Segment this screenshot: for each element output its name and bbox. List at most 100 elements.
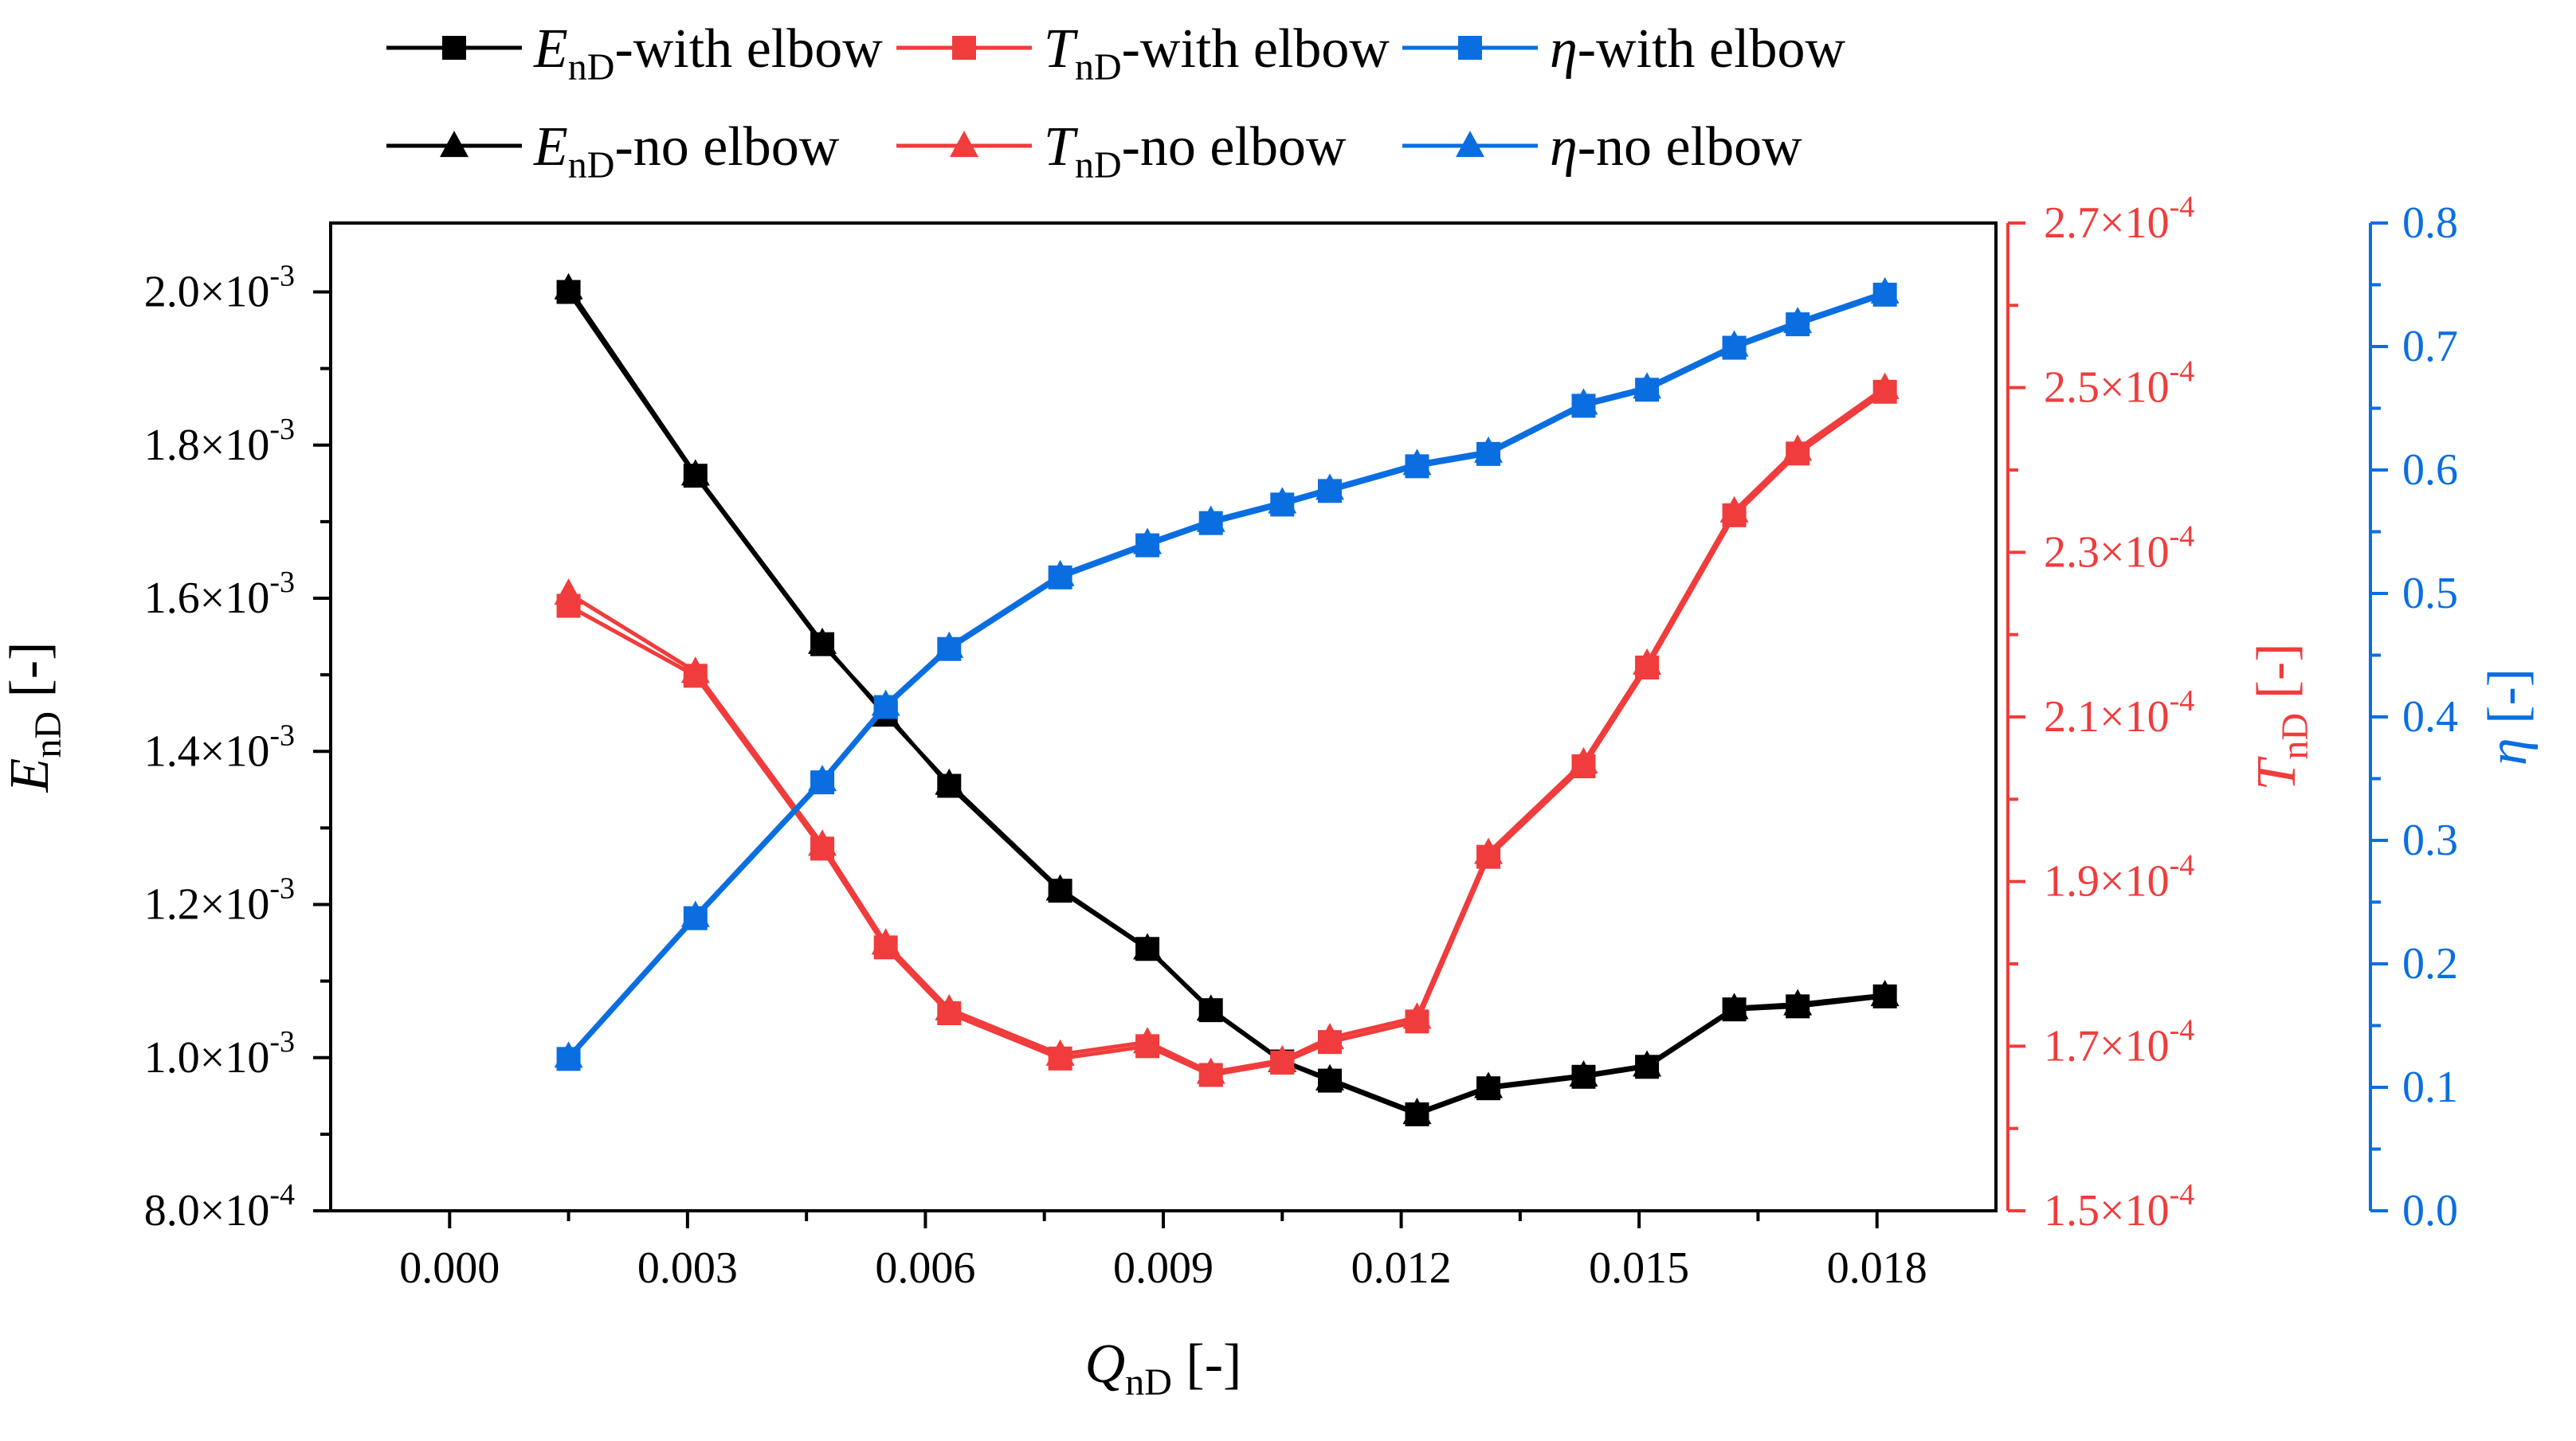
point-enD-no [935,768,964,795]
series-eta-no [554,276,1900,1068]
point-eta-no [1870,276,1900,303]
right2-tick-label: 0.1 [2402,1063,2458,1112]
right1-tick-label: 2.3×10-4 [2044,519,2194,577]
point-eta-no [1569,388,1598,415]
point-tnD-no [554,578,583,605]
point-enD-no [1315,1063,1344,1091]
point-eta-no [1402,448,1432,476]
point-enD-no [554,272,583,300]
legend-item-eta-with: η-with elbow [1402,18,1846,80]
right1-tick-label: 2.1×10-4 [2044,684,2194,742]
series-layer [554,272,1900,1126]
legend-item-tnD-no: TnD-no elbow [896,116,1347,186]
x-tick-label: 0.012 [1351,1243,1452,1293]
series-tnD-no [554,372,1900,1084]
right2-axis-label: η [-] [2477,668,2539,766]
legend-label: TnD-no elbow [1044,116,1347,186]
right2-tick-label: 0.3 [2402,816,2458,865]
point-enD-no [1133,933,1163,960]
right2-tick-label: 0.5 [2402,569,2458,618]
x-tick-label: 0.000 [399,1243,500,1293]
point-enD-no [1569,1059,1598,1087]
series-enD-with [556,280,1897,1126]
point-enD-no [1474,1071,1504,1098]
series-line-eta-with [567,292,1886,1061]
right1-tick-label: 2.5×10-4 [2044,355,2194,413]
point-tnD-no [1633,648,1662,675]
legend: EnD-with elbow TnD-with elbow η-with elbow… [386,18,1846,186]
point-eta-no [808,765,837,792]
x-axis-label: QnD [-] [1085,1333,1242,1404]
series-enD-no [554,272,1900,1125]
point-tnD-no [1402,1002,1432,1029]
series-line-tnD-no [567,386,1887,1075]
x-tick-label: 0.006 [875,1243,975,1293]
point-tnD-no [1783,434,1813,461]
legend-label: η-no elbow [1550,116,1802,178]
left-tick-label: 1.2×10-3 [144,872,295,930]
x-tick-label: 0.015 [1589,1243,1689,1293]
right2-tick-label: 0.7 [2402,322,2458,371]
x-tick-label: 0.009 [1113,1243,1214,1293]
point-tnD-no [1569,746,1598,774]
legend-marker [952,36,976,60]
left-tick-label: 1.4×10-3 [144,719,295,776]
point-tnD-no [1196,1057,1225,1084]
legend-label: EnD-with elbow [533,18,883,88]
point-eta-no [935,631,964,658]
series-line-tnD-with [567,390,1887,1077]
legend-marker [1458,36,1482,60]
point-eta-no [1719,330,1749,357]
point-enD-no [1196,994,1225,1021]
legend-label: EnD-no elbow [533,116,840,186]
series-eta-with [556,282,1897,1071]
legend-marker [950,131,978,158]
right2-tick-label: 0.2 [2402,939,2458,989]
legend-label: η-with elbow [1550,18,1846,80]
left-axis-label: EnD [-] [0,642,69,793]
right1-tick-label: 1.5×10-4 [2044,1178,2194,1235]
left-tick-label: 8.0×10-4 [144,1178,295,1235]
right2-tick-label: 0.0 [2402,1186,2458,1235]
right1-tick-label: 1.7×10-4 [2044,1013,2194,1071]
point-eta-no [1783,307,1813,334]
point-eta-no [680,900,710,927]
point-tnD-no [1474,837,1504,864]
series-tnD-with [556,379,1897,1087]
point-tnD-no [1268,1045,1297,1072]
point-tnD-no [1870,372,1900,399]
point-enD-no [1402,1098,1432,1125]
point-tnD-no [808,829,837,856]
legend-item-enD-no: EnD-no elbow [386,116,840,186]
legend-marker [1456,131,1484,158]
point-eta-no [1474,436,1504,463]
point-enD-no [1783,989,1813,1016]
point-tnD-no [1315,1023,1344,1050]
point-enD-no [680,459,710,486]
point-eta-no [1315,473,1344,500]
legend-marker [440,131,469,158]
point-tnD-no [1719,495,1749,523]
point-eta-no [1045,559,1075,586]
right1-tick-label: 2.7×10-4 [2044,190,2194,248]
point-enD-no [1045,874,1075,901]
legend-label: TnD-with elbow [1044,18,1390,88]
point-tnD-no [871,928,900,955]
point-eta-no [1133,527,1163,554]
axes: 0.000 0.003 0.006 0.009 0.012 0.015 0.018 QnD [… [0,190,2539,1404]
point-eta-no [1633,372,1662,399]
series-line-eta-no [567,290,1886,1058]
left-tick-label: 2.0×10-3 [144,260,295,317]
point-tnD-no [1045,1039,1075,1066]
series-line-enD-no [567,287,1885,1115]
right2-tick-label: 0.8 [2402,198,2458,248]
right2-tick-label: 0.6 [2402,445,2458,495]
left-tick-label: 1.0×10-3 [144,1025,295,1083]
legend-item-eta-no: η-no elbow [1402,116,1802,178]
series-line-enD-with [567,291,1885,1117]
point-tnD-no [935,993,964,1021]
right1-axis-label: TnD [-] [2246,643,2316,790]
point-enD-no [1633,1050,1662,1077]
point-eta-no [1196,505,1225,532]
